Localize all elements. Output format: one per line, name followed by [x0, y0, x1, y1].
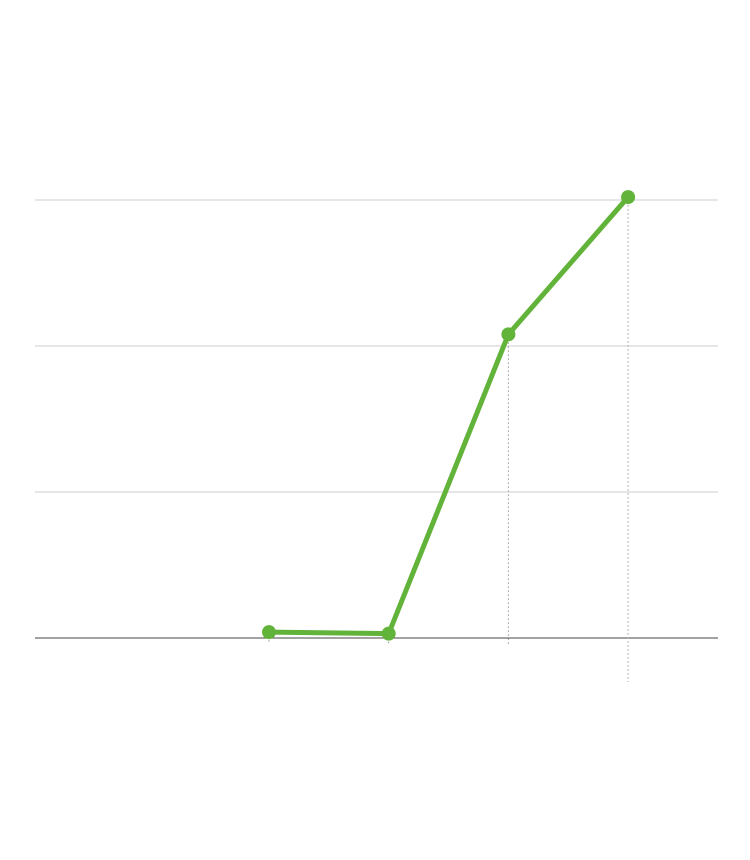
point	[621, 190, 636, 205]
point	[501, 327, 516, 342]
point	[262, 625, 276, 640]
point	[381, 626, 396, 641]
line	[268, 195, 630, 637]
